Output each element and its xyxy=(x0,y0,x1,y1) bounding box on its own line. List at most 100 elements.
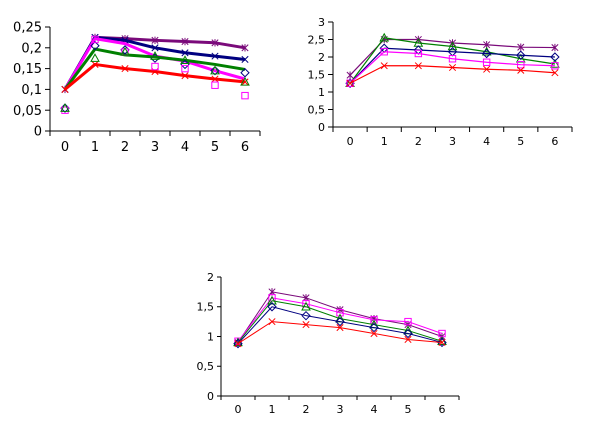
series-5 xyxy=(346,62,559,87)
x-tick-label: 2 xyxy=(303,403,310,416)
data-point xyxy=(481,48,492,59)
data-point xyxy=(448,55,457,63)
data-point xyxy=(151,44,159,52)
data-point xyxy=(336,309,344,317)
y-tick-label: 0,15 xyxy=(13,62,42,77)
y-tick-label: 2,5 xyxy=(308,33,326,46)
y-tick-label: 0,2 xyxy=(21,41,42,56)
data-point xyxy=(517,43,525,51)
y-tick-label: 0,5 xyxy=(308,103,326,116)
data-point xyxy=(61,85,69,93)
series-3 xyxy=(233,295,447,347)
y-tick-label: 0,5 xyxy=(197,360,215,373)
data-point xyxy=(181,72,189,80)
data-point xyxy=(91,35,99,44)
data-point xyxy=(211,75,219,83)
chart-top-left: 0 0,05 0,1 0,15 0,2 0,25 0 1 2 3 4 5 6 xyxy=(0,0,280,165)
chart-top-right: 0 0,5 1 1,5 2 2,5 3 0 1 2 3 4 5 6 xyxy=(300,0,601,165)
data-point xyxy=(301,301,311,311)
data-point xyxy=(240,68,250,78)
data-point xyxy=(241,78,249,86)
series-line xyxy=(349,51,555,84)
data-point xyxy=(414,49,423,58)
y-tick-label: 2 xyxy=(207,271,214,284)
data-point xyxy=(483,65,491,73)
data-point xyxy=(517,66,525,74)
y-tick-label: 1,5 xyxy=(197,301,215,314)
chart-bottom-svg: 0 0,5 1 1,5 2 0 1 2 3 4 5 6 xyxy=(197,271,460,416)
data-point xyxy=(551,43,559,52)
series-2 xyxy=(234,294,446,345)
data-point xyxy=(121,65,129,73)
data-point xyxy=(181,49,189,57)
data-point xyxy=(268,318,276,326)
data-point xyxy=(151,36,159,45)
data-point xyxy=(180,55,190,64)
chart-top-right-svg: 0 0,5 1 1,5 2 2,5 3 0 1 2 3 4 5 6 xyxy=(308,16,573,148)
y-tick-label: 1 xyxy=(207,330,214,343)
data-point xyxy=(302,321,310,329)
data-point xyxy=(151,62,159,71)
data-point xyxy=(211,39,219,47)
x-tick-label: 1 xyxy=(91,140,99,155)
y-tick-label: 0 xyxy=(207,390,214,403)
data-point xyxy=(336,324,344,332)
x-tick-label: 5 xyxy=(211,140,219,155)
x-tick-label: 2 xyxy=(415,135,422,148)
y-tick-label: 0 xyxy=(34,125,42,140)
x-tick-label: 1 xyxy=(381,135,388,148)
x-tick-label: 4 xyxy=(371,403,378,416)
data-point xyxy=(267,295,277,305)
series-4 xyxy=(233,302,447,349)
y-tick-label: 3 xyxy=(318,16,325,29)
chart-bottom: 0 0,5 1 1,5 2 0 1 2 3 4 5 6 xyxy=(180,260,500,437)
data-point xyxy=(241,55,249,64)
data-point xyxy=(346,79,354,87)
chart-top-left-svg: 0 0,05 0,1 0,15 0,2 0,25 0 1 2 3 4 5 6 xyxy=(13,21,261,155)
series-8 xyxy=(60,46,250,112)
data-point xyxy=(301,310,311,321)
data-point xyxy=(369,322,379,333)
data-point xyxy=(438,338,446,347)
y-tick-label: 0,05 xyxy=(13,104,42,119)
data-point xyxy=(234,340,242,348)
data-point xyxy=(482,58,491,66)
series-5 xyxy=(234,318,446,348)
x-tick-label: 6 xyxy=(439,403,446,416)
data-point xyxy=(516,50,526,60)
series-4 xyxy=(346,48,559,87)
x-tick-label: 1 xyxy=(269,403,276,416)
data-point xyxy=(379,32,390,42)
data-point xyxy=(211,52,219,60)
data-point xyxy=(211,81,219,89)
y-tick-label: 1 xyxy=(318,86,325,99)
data-point xyxy=(241,44,249,52)
data-point xyxy=(447,41,458,51)
data-point xyxy=(335,316,345,327)
data-point xyxy=(90,53,100,62)
x-tick-label: 6 xyxy=(551,135,558,148)
data-point xyxy=(414,62,422,70)
x-tick-label: 2 xyxy=(121,140,129,155)
data-point xyxy=(517,61,525,69)
data-point xyxy=(404,335,412,344)
x-tick-label: 0 xyxy=(61,140,69,155)
x-tick-label: 6 xyxy=(241,140,249,155)
x-tick-label: 5 xyxy=(517,135,524,148)
series-3 xyxy=(345,43,560,88)
data-point xyxy=(150,51,160,60)
data-point xyxy=(267,302,277,312)
data-point xyxy=(551,69,559,77)
y-tick-label: 0,1 xyxy=(21,83,42,98)
x-tick-label: 4 xyxy=(483,135,490,148)
x-tick-label: 0 xyxy=(235,403,242,416)
data-point xyxy=(550,58,560,68)
data-point xyxy=(404,317,412,326)
x-tick-label: 4 xyxy=(181,140,189,155)
series-2 xyxy=(345,32,560,87)
x-tick-label: 3 xyxy=(449,135,456,148)
data-point xyxy=(550,52,560,62)
x-tick-label: 3 xyxy=(337,403,344,416)
y-tick-label: 0,25 xyxy=(13,21,42,36)
x-tick-label: 0 xyxy=(347,135,354,148)
